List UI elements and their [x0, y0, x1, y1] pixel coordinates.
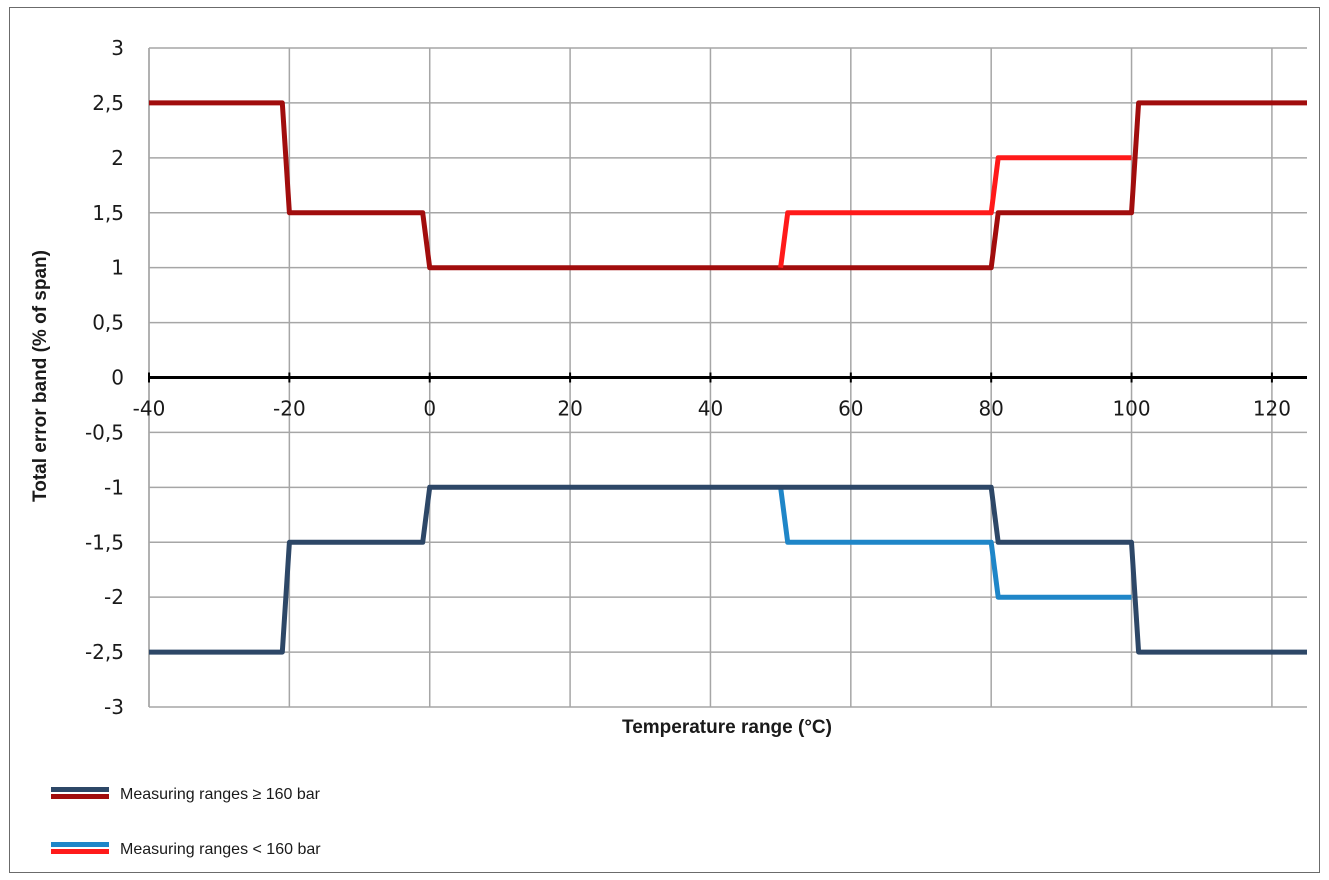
legend-swatch-bottom — [51, 794, 109, 799]
series-line-lt160-2 — [778, 486, 1132, 600]
y-tick-label: -1 — [104, 475, 124, 499]
y-tick-label: -1,5 — [85, 530, 124, 554]
x-tick-label: -20 — [273, 397, 306, 421]
series-line-ge160-0 — [149, 100, 1307, 271]
x-tick-label: 20 — [557, 397, 582, 421]
legend-swatch-bottom — [51, 849, 109, 854]
x-tick-label: 80 — [978, 397, 1003, 421]
y-tick-label: 1,5 — [92, 201, 124, 225]
y-tick-label: -2,5 — [85, 640, 124, 664]
legend-entry-ge160: Measuring ranges ≥ 160 bar — [51, 786, 321, 803]
x-tick-label: 40 — [698, 397, 723, 421]
x-axis-title: Temperature range (°C) — [622, 717, 832, 738]
y-tick-label: 0,5 — [92, 311, 124, 335]
y-axis-title: Total error band (% of span) — [30, 250, 51, 502]
x-tick-label: -40 — [133, 397, 166, 421]
series-line-ge160-3 — [149, 484, 1307, 655]
legend-label-ge160: Measuring ranges ≥ 160 bar — [120, 786, 321, 803]
chart-frame: 3 2,5 2 1,5 1 0,5 0 -0,5 -1 -1,5 -2 -2,5 -3 -40 -20 0 20… — [9, 7, 1320, 873]
y-tick-label: -2 — [104, 585, 124, 609]
legend: Measuring ranges ≥ 160 bar Measuring ran… — [51, 786, 321, 858]
x-tick-label: 100 — [1112, 397, 1150, 421]
legend-swatch-top — [51, 787, 109, 792]
legend-swatch-top — [51, 842, 109, 847]
series-layer — [149, 100, 1307, 655]
y-tick-label: 2 — [111, 146, 124, 170]
y-tick-label: 3 — [111, 36, 124, 60]
zero-axis — [148, 372, 1307, 383]
y-tick-label: 0 — [111, 366, 124, 390]
y-tick-label: -3 — [104, 695, 124, 719]
x-tick-label: 120 — [1253, 397, 1291, 421]
tick-labels: 3 2,5 2 1,5 1 0,5 0 -0,5 -1 -1,5 -2 -2,5 -3 -40 -20 0 20… — [85, 36, 1291, 719]
x-tick-label: 60 — [838, 397, 863, 421]
series-line-lt160-1 — [778, 155, 1132, 269]
y-tick-label: 1 — [111, 256, 124, 280]
x-tick-label: 0 — [423, 397, 436, 421]
legend-label-lt160: Measuring ranges < 160 bar — [120, 841, 321, 858]
y-tick-label: -0,5 — [85, 420, 124, 444]
y-tick-label: 2,5 — [92, 91, 124, 115]
line-chart: 3 2,5 2 1,5 1 0,5 0 -0,5 -1 -1,5 -2 -2,5 -3 -40 -20 0 20… — [30, 36, 1307, 858]
legend-entry-lt160: Measuring ranges < 160 bar — [51, 841, 321, 858]
